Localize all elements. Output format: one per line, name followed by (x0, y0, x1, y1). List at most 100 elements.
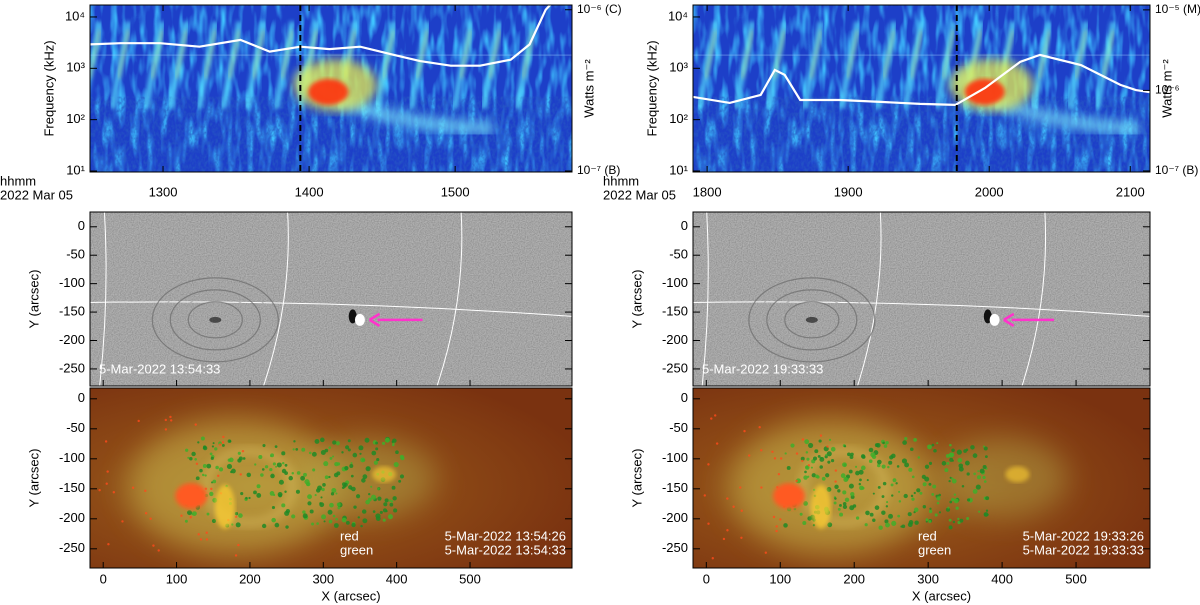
heliographic-grid (857, 212, 882, 386)
x-tick-label: 100 (769, 571, 791, 586)
magnetic-element (903, 493, 908, 499)
bright-point (149, 517, 152, 520)
bright-point (739, 486, 742, 489)
magnetic-element (970, 445, 975, 450)
bright-point (169, 415, 172, 419)
magnetic-element (307, 494, 312, 500)
magnetic-element (308, 451, 312, 455)
magnetic-element (393, 508, 398, 513)
magnetic-element (819, 465, 823, 469)
bright-point (748, 454, 751, 457)
magnetic-element (936, 496, 941, 501)
magnetic-element (384, 437, 390, 443)
magnetic-element (945, 507, 951, 512)
bright-point (707, 522, 710, 525)
magnetic-element (256, 484, 261, 489)
magnetic-element (855, 465, 858, 468)
magnetic-element (850, 491, 855, 497)
magnetic-element (200, 436, 205, 441)
wave-ring (775, 295, 849, 345)
x-tick-label: 100 (166, 571, 188, 586)
magnetic-element (848, 483, 854, 489)
x-tick-label: 1300 (149, 184, 178, 199)
magnetic-element (907, 522, 913, 528)
magnetic-element (859, 478, 862, 482)
bright-point (205, 531, 208, 534)
magnetic-element (231, 523, 234, 526)
magnetic-element (933, 448, 937, 453)
magnetic-element (904, 462, 910, 468)
magnetic-element (191, 451, 196, 457)
y-tick-label: -100 (59, 450, 85, 465)
magnetic-element (295, 448, 299, 451)
magnetic-element (321, 487, 325, 492)
magnetic-element (885, 522, 890, 528)
magnetic-element (270, 473, 275, 479)
magnetic-element (328, 446, 332, 449)
magnetic-element (235, 522, 241, 528)
x-tick-label: 200 (239, 571, 261, 586)
magnetic-element (928, 482, 932, 486)
magnetic-element (877, 485, 881, 489)
magnetic-element (304, 479, 310, 485)
y2-tick-label: 10⁻⁶ (1155, 83, 1180, 97)
magnetic-element (783, 523, 788, 528)
magnetic-element (307, 501, 312, 506)
magnetic-element (917, 456, 921, 459)
magnetic-element (881, 495, 885, 498)
magnetic-element (242, 457, 246, 460)
magnetic-element (284, 490, 287, 493)
bright-point (98, 488, 101, 492)
magnetic-element (341, 451, 344, 454)
image-panel (693, 212, 1150, 386)
wave-ring (151, 277, 279, 363)
magnetic-element (842, 462, 847, 468)
type-iii-core (228, 29, 241, 79)
y-axis-label: Frequency (kHz) (644, 40, 659, 136)
magnetic-element (320, 496, 323, 499)
magnetic-element (951, 478, 957, 484)
magnetic-element (938, 493, 942, 497)
bright-point (777, 472, 781, 476)
magnetic-element (202, 463, 207, 468)
magnetic-element (377, 496, 382, 501)
dark-feature (805, 316, 818, 323)
magnetic-element (336, 462, 341, 466)
magnetic-element (351, 486, 356, 492)
magnetic-element (955, 506, 959, 510)
magnetic-element (881, 510, 886, 515)
magnetic-element (949, 476, 952, 479)
bright-point (772, 515, 776, 519)
magnetic-element (936, 442, 939, 445)
x-axis-label: hhmm (603, 173, 639, 188)
magnetic-element (281, 468, 287, 474)
magnetic-element (370, 485, 373, 488)
magnetic-element (202, 473, 205, 477)
magnetic-element (868, 447, 874, 453)
magnetic-element (812, 456, 818, 461)
magnetic-element (842, 502, 847, 506)
magnetic-element (256, 493, 262, 498)
bright-point (801, 438, 805, 441)
magnetic-element (810, 466, 813, 469)
y-axis-label: Y (arcsec) (629, 270, 644, 329)
magnetic-element (228, 440, 232, 443)
bright-point (722, 537, 726, 541)
magnetic-element (187, 510, 192, 516)
magnetic-element (231, 468, 236, 474)
magnetic-element (248, 496, 251, 500)
bright-point (707, 463, 710, 466)
bright-point (834, 480, 837, 483)
magnetic-element (883, 444, 888, 448)
magnetic-element (234, 512, 239, 516)
magnetic-element (849, 455, 854, 459)
y-tick-label: 10¹ (669, 162, 688, 177)
bright-point (199, 538, 203, 541)
magnetic-element (377, 487, 380, 490)
magnetic-element (886, 501, 889, 504)
magnetic-element (957, 517, 960, 521)
magnetic-element (882, 441, 885, 445)
y-tick-label: -100 (662, 450, 688, 465)
magnetic-element (347, 439, 351, 443)
magnetic-element (320, 450, 326, 456)
